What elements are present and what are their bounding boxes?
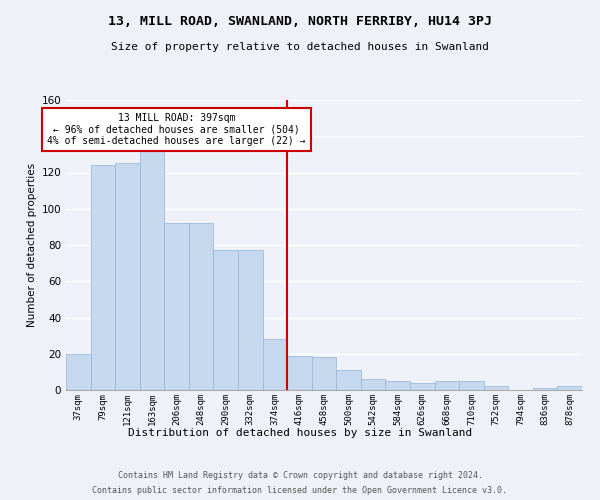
Bar [459, 381, 484, 390]
Bar [164, 223, 189, 390]
Bar [434, 381, 459, 390]
Bar [385, 381, 410, 390]
Bar [533, 388, 557, 390]
Bar [263, 339, 287, 390]
Bar [91, 165, 115, 390]
Bar [410, 383, 434, 390]
Bar [66, 354, 91, 390]
Bar [287, 356, 312, 390]
Bar [336, 370, 361, 390]
Bar [140, 149, 164, 390]
Bar [214, 250, 238, 390]
Bar [115, 164, 140, 390]
Y-axis label: Number of detached properties: Number of detached properties [27, 163, 37, 327]
Text: Distribution of detached houses by size in Swanland: Distribution of detached houses by size … [128, 428, 472, 438]
Text: Contains HM Land Registry data © Crown copyright and database right 2024.: Contains HM Land Registry data © Crown c… [118, 471, 482, 480]
Text: Contains public sector information licensed under the Open Government Licence v3: Contains public sector information licen… [92, 486, 508, 495]
Text: Size of property relative to detached houses in Swanland: Size of property relative to detached ho… [111, 42, 489, 52]
Bar [557, 386, 582, 390]
Text: 13 MILL ROAD: 397sqm
← 96% of detached houses are smaller (504)
4% of semi-detac: 13 MILL ROAD: 397sqm ← 96% of detached h… [47, 112, 306, 146]
Bar [312, 358, 336, 390]
Bar [484, 386, 508, 390]
Bar [189, 223, 214, 390]
Text: 13, MILL ROAD, SWANLAND, NORTH FERRIBY, HU14 3PJ: 13, MILL ROAD, SWANLAND, NORTH FERRIBY, … [108, 15, 492, 28]
Bar [361, 379, 385, 390]
Bar [238, 250, 263, 390]
